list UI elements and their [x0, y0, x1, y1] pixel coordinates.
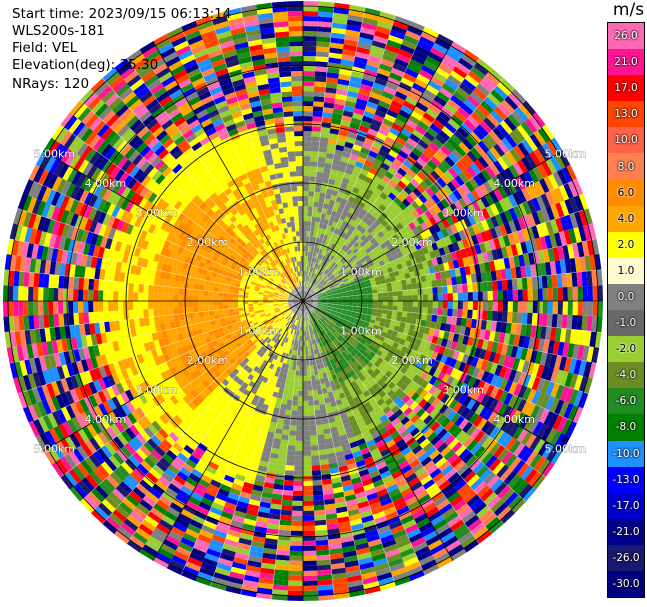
range-label: 4.00km — [85, 413, 127, 426]
colorbar-tick-label: 10.0 — [614, 134, 638, 147]
colorbar-level: -30.0 — [608, 570, 644, 598]
colorbar-tick-label: 4.0 — [617, 212, 635, 225]
colorbar-tick-label: -8.0 — [615, 421, 637, 434]
colorbar-tick-label: 8.0 — [617, 160, 635, 173]
range-label: 2.00km — [187, 354, 229, 367]
range-label: 3.00km — [136, 207, 178, 220]
colorbar-level: -26.0 — [608, 544, 644, 571]
colorbar-tick-label: 2.0 — [617, 238, 635, 251]
colorbar-tick-label: 6.0 — [617, 186, 635, 199]
colorbar-level: 6.0 — [608, 179, 644, 206]
range-label: 3.00km — [442, 384, 484, 397]
colorbar-tick-label: -21.0 — [612, 525, 640, 538]
colorbar-level: -17.0 — [608, 492, 644, 519]
range-label: 1.00km — [238, 266, 280, 279]
range-label: 1.00km — [238, 325, 280, 338]
colorbar-level: 4.0 — [608, 205, 644, 232]
colorbar-tick-label: 21.0 — [614, 56, 638, 69]
colorbar-level: -1.0 — [608, 310, 644, 337]
azimuth-spoke — [302, 40, 454, 302]
range-label: 5.00km — [34, 443, 76, 456]
colorbar-level: -10.0 — [608, 440, 644, 467]
scan-info: Start time: 2023/09/15 06:13:14 WLS200s-… — [12, 6, 231, 93]
colorbar-level: -2.0 — [608, 336, 644, 363]
colorbar-level: -8.0 — [608, 414, 644, 441]
colorbar-tick-label: 26.0 — [614, 30, 638, 43]
colorbar-level: 10.0 — [608, 127, 644, 154]
range-label: 5.00km — [34, 148, 76, 161]
range-label: 2.00km — [391, 236, 433, 249]
colorbar-level: 1.0 — [608, 257, 644, 284]
colorbar-unit: m/s — [612, 0, 645, 20]
colorbar-tick-label: 13.0 — [614, 108, 638, 121]
colorbar-level: 21.0 — [608, 49, 644, 76]
colorbar: 26.0 21.0 17.0 13.0 10.0 8.0 6.0 4.0 2.0 1.0 0.0 -1… — [607, 22, 645, 598]
range-label: 4.00km — [493, 413, 535, 426]
colorbar-level: 2.0 — [608, 231, 644, 258]
azimuth-spoke — [302, 300, 454, 562]
colorbar-level: 0.0 — [608, 283, 644, 311]
colorbar-tick-label: 0.0 — [617, 290, 635, 303]
colorbar-level: -4.0 — [608, 362, 644, 389]
field-label: Field: VEL — [12, 40, 78, 56]
colorbar-tick-label: -30.0 — [612, 578, 640, 591]
colorbar-tick-label: -17.0 — [612, 499, 640, 512]
range-label: 1.00km — [340, 325, 382, 338]
colorbar-level: 13.0 — [608, 101, 644, 128]
colorbar-level: 17.0 — [608, 75, 644, 102]
range-label: 5.00km — [545, 148, 587, 161]
azimuth-spoke — [152, 40, 304, 302]
range-labels: 1.00km 1.00km 1.00km 1.00km 2.00km 2.00km 2.00… — [33, 147, 587, 456]
elevation-label: Elevation(deg): 35.30 — [12, 57, 159, 73]
start-time-label: Start time: 2023/09/15 06:13:14 — [12, 6, 232, 22]
azimuth-spoke — [302, 150, 564, 302]
azimuth-spoke — [42, 300, 304, 452]
range-label: 2.00km — [391, 354, 433, 367]
range-label: 3.00km — [442, 207, 484, 220]
range-label: 4.00km — [85, 177, 127, 190]
colorbar-tick-label: -26.0 — [612, 551, 640, 564]
range-rings — [3, 1, 603, 601]
colorbar-level: -13.0 — [608, 466, 644, 493]
colorbar-tick-label: 17.0 — [614, 82, 638, 95]
instrument-label: WLS200s-181 — [12, 23, 105, 39]
colorbar-tick-label: -2.0 — [615, 343, 637, 356]
colorbar-tick-label: -4.0 — [615, 369, 637, 382]
colorbar-level: -21.0 — [608, 518, 644, 545]
colorbar-tick-label: -1.0 — [615, 317, 637, 330]
azimuth-spoke — [302, 300, 564, 452]
range-label: 5.00km — [545, 443, 587, 456]
colorbar-tick-label: -10.0 — [612, 447, 640, 460]
colorbar-tick-label: 1.0 — [617, 264, 635, 277]
velocity-gates — [3, 1, 603, 601]
colorbar-level: -6.0 — [608, 388, 644, 415]
azimuth-spoke — [42, 150, 304, 302]
range-label: 3.00km — [136, 384, 178, 397]
colorbar-tick-label: -6.0 — [615, 395, 637, 408]
ppi-velocity-scan: 1.00km 1.00km 1.00km 1.00km 2.00km 2.00km 2.00… — [3, 1, 603, 601]
range-label: 2.00km — [187, 236, 229, 249]
colorbar-level: 8.0 — [608, 153, 644, 180]
colorbar-level: 26.0 — [608, 23, 644, 50]
range-label: 1.00km — [340, 266, 382, 279]
nrays-label: NRays: 120 — [12, 76, 90, 92]
azimuth-spoke — [152, 300, 304, 562]
range-label: 4.00km — [493, 177, 535, 190]
colorbar-tick-label: -13.0 — [612, 473, 640, 486]
